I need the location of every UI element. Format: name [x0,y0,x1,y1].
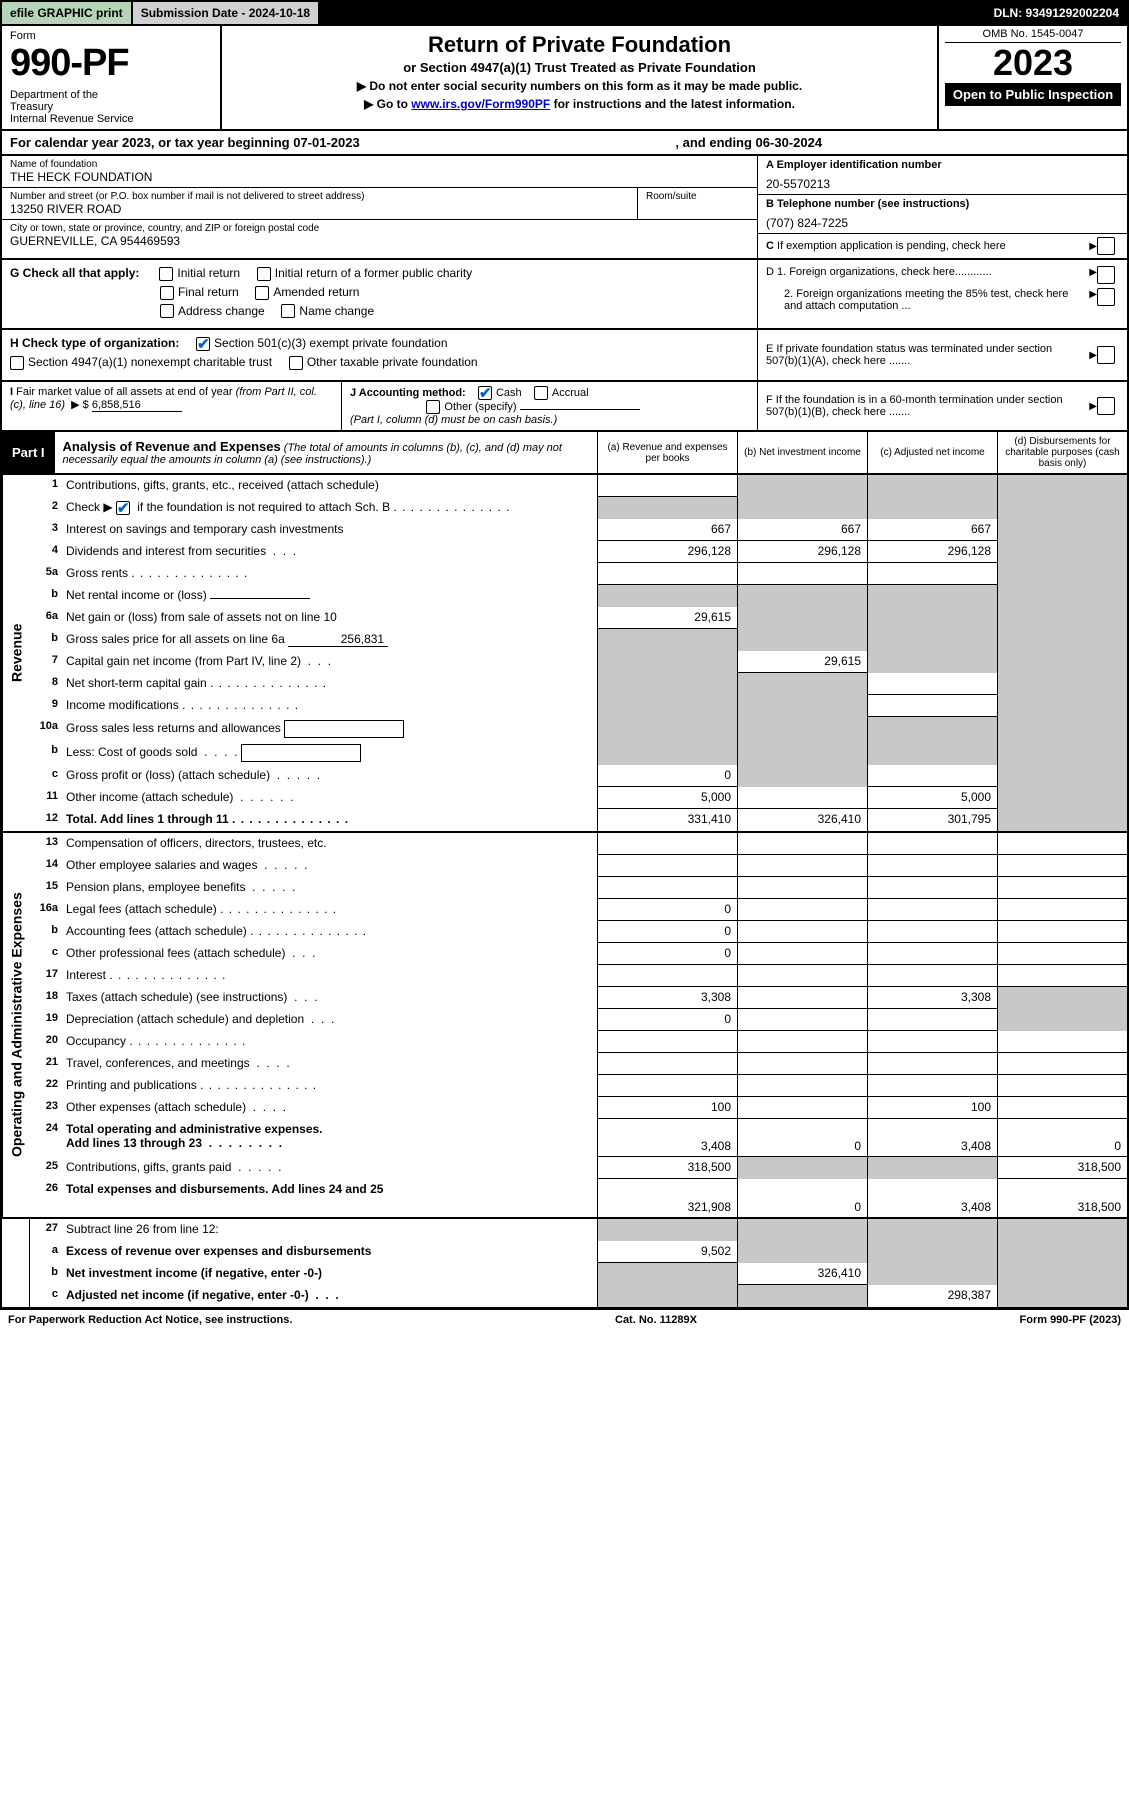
fmv-value: 6,858,516 [92,399,182,412]
instr-ssn: ▶ Do not enter social security numbers o… [232,79,927,93]
form-title: Return of Private Foundation [232,32,927,58]
checkbox-sch-b[interactable] [116,501,130,515]
line27-block: 27Subtract line 26 from line 12: aExcess… [0,1219,1129,1309]
checkbox-d1[interactable] [1097,266,1115,284]
col-b-header: (b) Net investment income [737,432,867,473]
form-number: 990-PF [10,42,212,85]
addr-label: Number and street (or P.O. box number if… [10,191,629,202]
foundation-name: THE HECK FOUNDATION [10,170,749,184]
room-label: Room/suite [646,191,749,202]
page-footer: For Paperwork Reduction Act Notice, see … [0,1309,1129,1330]
calendar-year-row: For calendar year 2023, or tax year begi… [0,131,1129,156]
info-block: Name of foundation THE HECK FOUNDATION N… [0,156,1129,260]
checkbox-accrual[interactable] [534,386,548,400]
revenue-side-label: Revenue [2,475,30,831]
paperwork-notice: For Paperwork Reduction Act Notice, see … [8,1314,292,1326]
checkbox-address-change[interactable] [160,304,174,318]
part1-label: Part I [2,432,55,473]
expenses-side-label: Operating and Administrative Expenses [2,833,30,1217]
checkbox-f[interactable] [1097,397,1115,415]
checkbox-501c3[interactable] [196,337,210,351]
part1-header: Part I Analysis of Revenue and Expenses … [0,432,1129,475]
street-address: 13250 RIVER ROAD [10,202,629,216]
efile-graphic-print[interactable]: efile GRAPHIC print [2,2,133,24]
ein-value: 20-5570213 [766,177,1119,191]
checkbox-cash[interactable] [478,386,492,400]
dept-treasury: Department of theTreasuryInternal Revenu… [10,89,212,125]
section-h-e: H Check type of organization: Section 50… [0,330,1129,382]
checkbox-other-method[interactable] [426,400,440,414]
checkbox-d2[interactable] [1097,288,1115,306]
form-footer-label: Form 990-PF (2023) [1020,1314,1122,1326]
d1-label: D 1. Foreign organizations, check here..… [766,266,1085,284]
col-c-header: (c) Adjusted net income [867,432,997,473]
checkbox-e[interactable] [1097,346,1115,364]
instr-link-line: ▶ Go to www.irs.gov/Form990PF for instru… [232,97,927,111]
checkbox-name-change[interactable] [281,304,295,318]
j-note: (Part I, column (d) must be on cash basi… [350,414,557,426]
open-to-public: Open to Public Inspection [945,83,1121,106]
expenses-table: Operating and Administrative Expenses 13… [0,833,1129,1219]
form-subtitle: or Section 4947(a)(1) Trust Treated as P… [232,60,927,75]
phone-label: B Telephone number (see instructions) [766,198,969,210]
col-d-header: (d) Disbursements for charitable purpose… [997,432,1127,473]
checkbox-initial-former[interactable] [257,267,271,281]
irs-link[interactable]: www.irs.gov/Form990PF [411,97,550,111]
form-header: Form 990-PF Department of theTreasuryInt… [0,26,1129,131]
section-g-d: G Check all that apply: Initial return I… [0,260,1129,330]
part1-desc: Analysis of Revenue and Expenses (The to… [55,432,597,473]
col-a-header: (a) Revenue and expenses per books [597,432,737,473]
checkbox-final-return[interactable] [160,286,174,300]
tax-year: 2023 [945,45,1121,81]
ein-label: A Employer identification number [766,159,942,171]
cat-number: Cat. No. 11289X [615,1314,697,1326]
phone-value: (707) 824-7225 [766,216,1119,230]
e-label: E If private foundation status was termi… [766,343,1085,367]
top-bar: efile GRAPHIC print Submission Date - 20… [0,0,1129,26]
checkbox-initial-return[interactable] [159,267,173,281]
revenue-table: Revenue 1Contributions, gifts, grants, e… [0,475,1129,833]
checkbox-c[interactable] [1097,237,1115,255]
dln-number: DLN: 93491292002204 [986,2,1127,24]
name-label: Name of foundation [10,159,749,170]
form-label: Form [10,30,212,42]
checkbox-other-taxable[interactable] [289,356,303,370]
submission-date: Submission Date - 2024-10-18 [133,2,320,24]
checkbox-amended-return[interactable] [255,286,269,300]
city-label: City or town, state or province, country… [10,223,749,234]
g-check-all: G Check all that apply: Initial return I… [10,266,749,281]
f-label: F If the foundation is in a 60-month ter… [766,394,1085,418]
checkbox-4947a1[interactable] [10,356,24,370]
section-i-j-f: I Fair market value of all assets at end… [0,382,1129,432]
city-state-zip: GUERNEVILLE, CA 954469593 [10,234,749,248]
arrow-icon [1089,240,1097,252]
d2-label: 2. Foreign organizations meeting the 85%… [766,288,1085,312]
omb-number: OMB No. 1545-0047 [945,28,1121,43]
